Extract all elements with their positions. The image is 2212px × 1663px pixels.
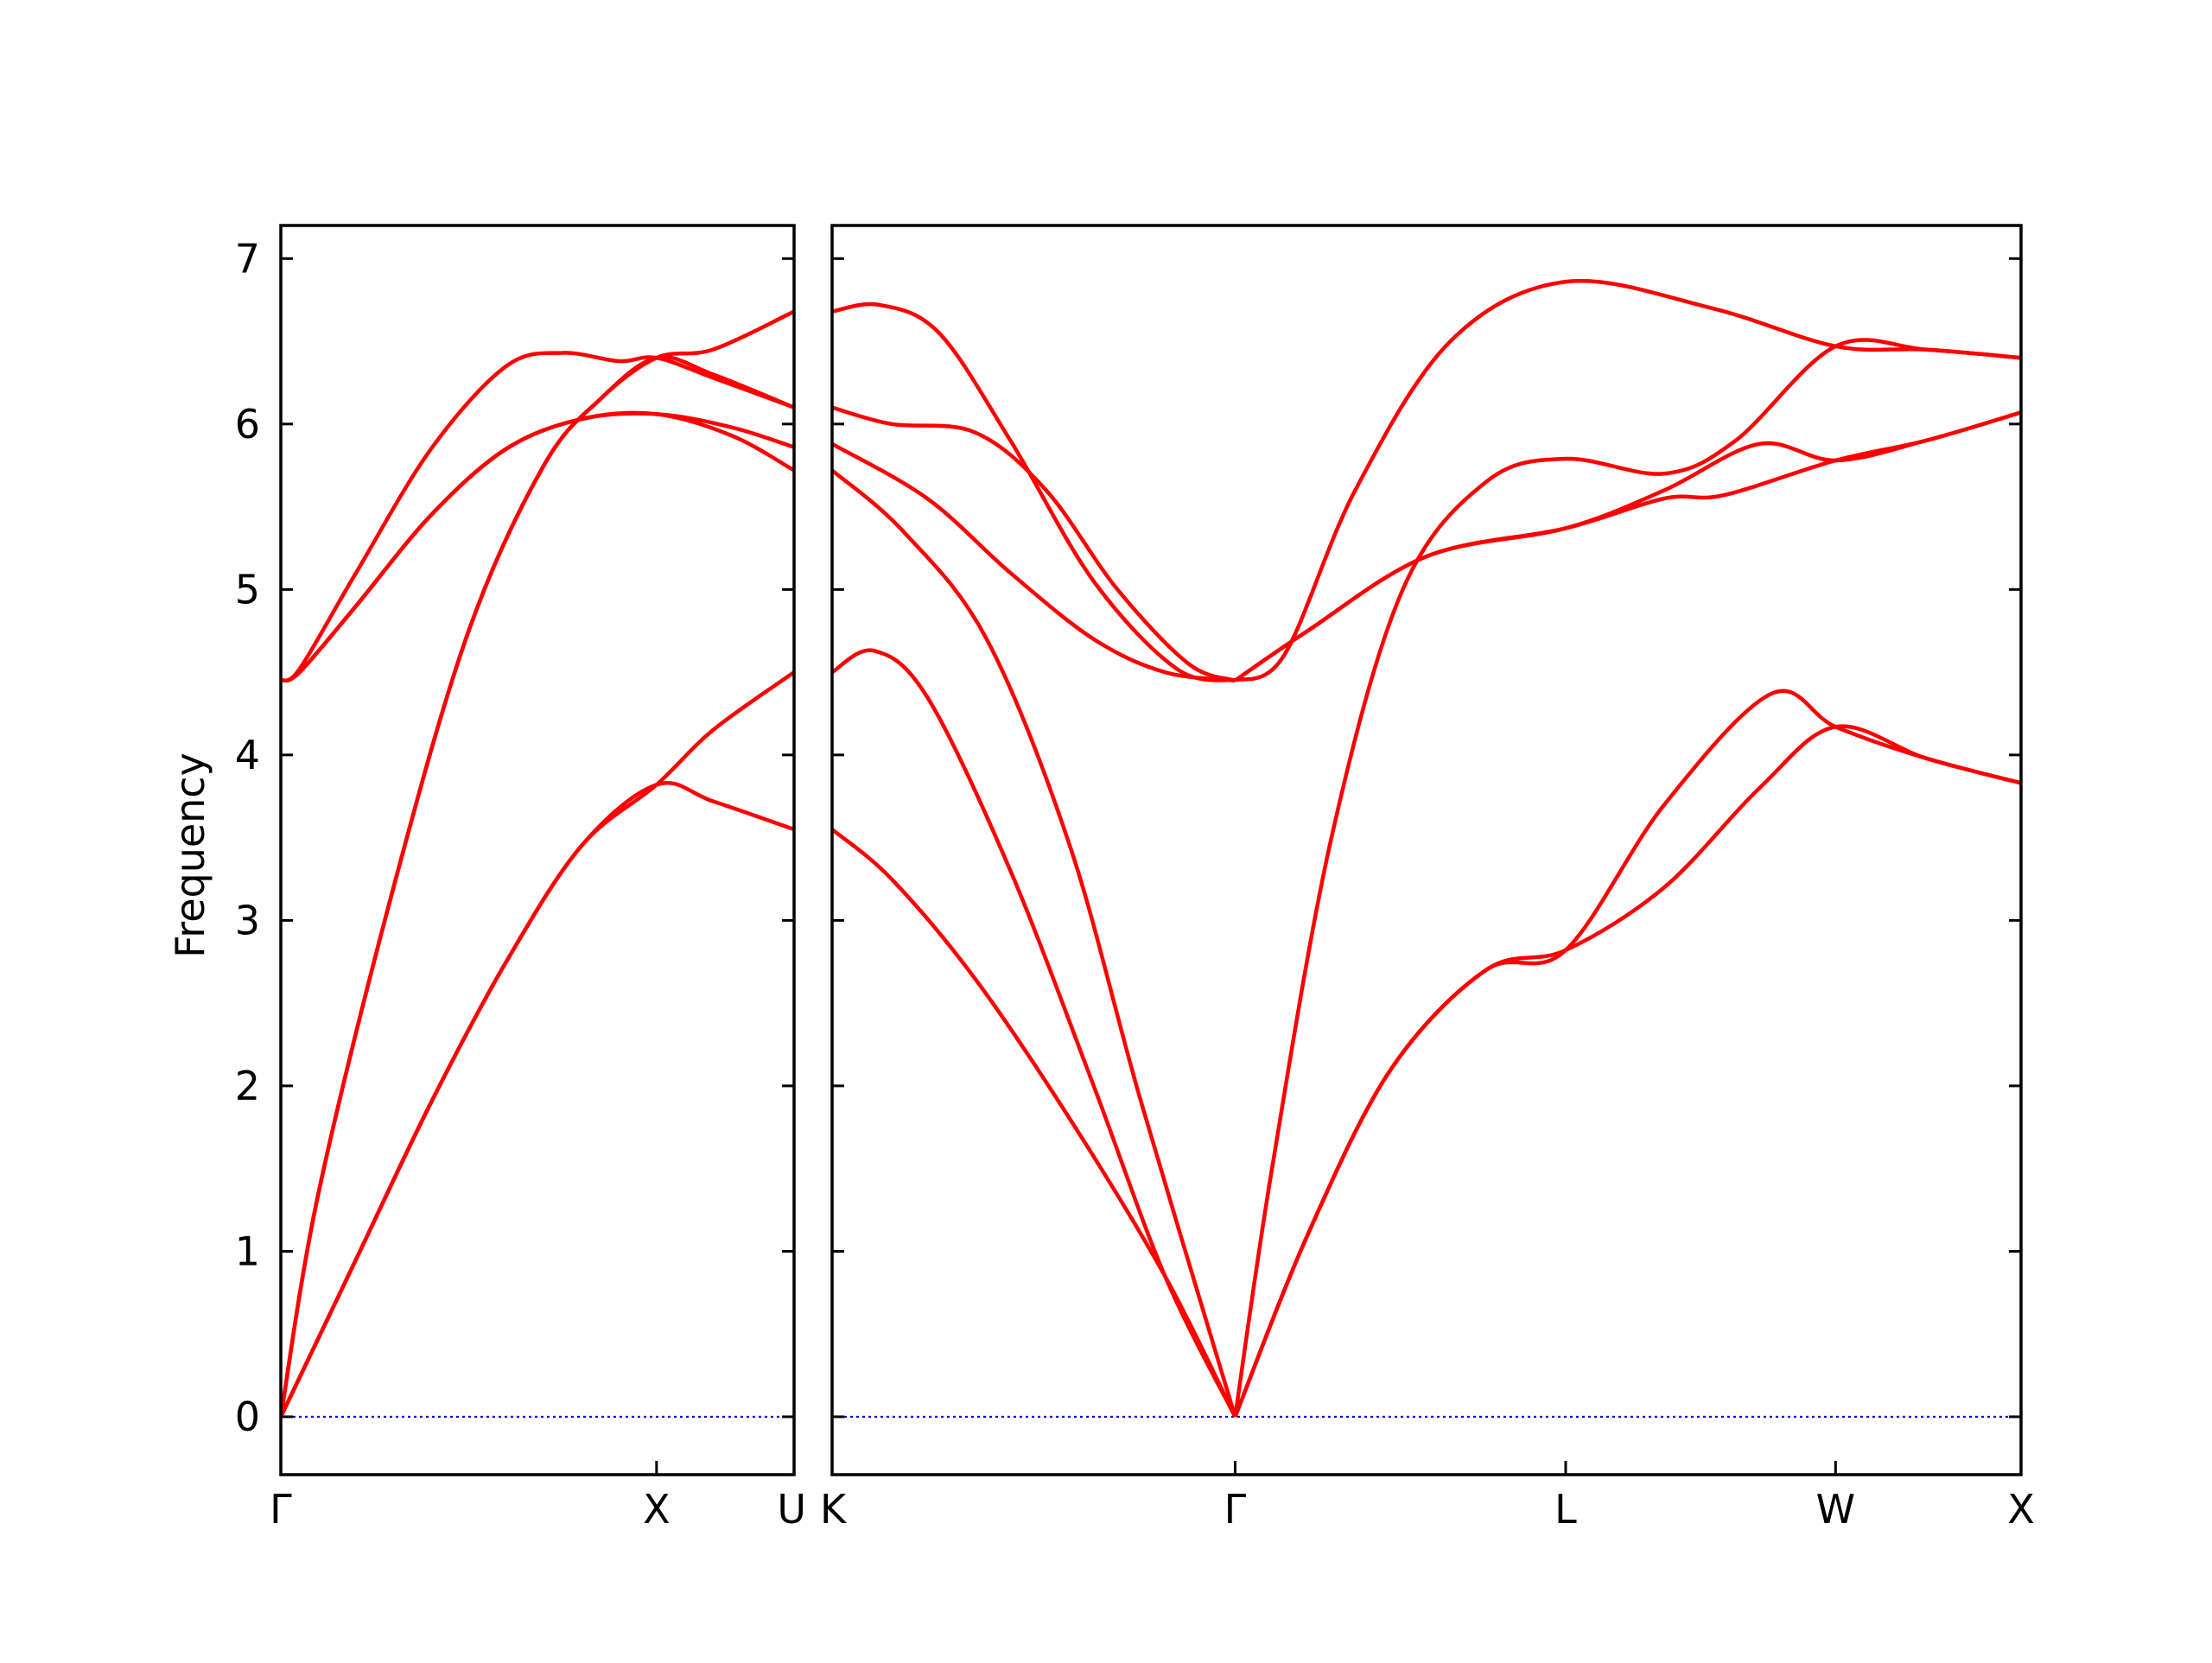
band-line-4 bbox=[281, 355, 794, 1418]
y-axis-label: Frequency bbox=[167, 752, 213, 958]
band-line-3 bbox=[832, 468, 1237, 1418]
y-tick-label: 1 bbox=[235, 1228, 260, 1274]
x-tick-label: L bbox=[1554, 1486, 1577, 1533]
band-line-1 bbox=[832, 828, 1237, 1418]
y-tick-label: 5 bbox=[235, 566, 260, 613]
panel-1: 0 1 2 3 4 5 6 7 Γ X U bbox=[235, 224, 806, 1533]
x-tick-label: X bbox=[2007, 1486, 2035, 1533]
x-tick-label: X bbox=[643, 1486, 671, 1533]
x-tick-label: Γ bbox=[1224, 1486, 1247, 1533]
y-tick-label: 0 bbox=[235, 1393, 260, 1440]
band-line-11 bbox=[1233, 724, 2021, 1418]
band-line-7 bbox=[1234, 410, 2021, 682]
y-tick-label: 6 bbox=[235, 401, 260, 447]
x-tick-label: W bbox=[1816, 1486, 1855, 1533]
y-tick-label: 4 bbox=[235, 732, 260, 778]
y-tick-label: 7 bbox=[235, 235, 260, 282]
panel-2-frame bbox=[830, 224, 2023, 1476]
band-line-12 bbox=[1233, 689, 2021, 1418]
band-line-9 bbox=[1233, 338, 2021, 1418]
band-line-2 bbox=[281, 670, 794, 1418]
band-line-2 bbox=[832, 648, 1237, 1418]
y-tick-label: 2 bbox=[235, 1063, 260, 1109]
band-line-4 bbox=[832, 441, 1236, 682]
band-line-10 bbox=[1234, 278, 2021, 682]
y-tick-label: 3 bbox=[235, 897, 260, 943]
x-tick-label: K bbox=[820, 1486, 848, 1533]
x-tick-label: U bbox=[777, 1486, 806, 1533]
band-line-7 bbox=[281, 351, 794, 683]
band-line-5 bbox=[281, 411, 794, 682]
band-line-6 bbox=[832, 301, 1236, 682]
band-line-8 bbox=[1234, 410, 2021, 682]
panel-1-frame bbox=[279, 224, 796, 1476]
x-tick-label: Γ bbox=[270, 1486, 292, 1533]
panel-1-curves bbox=[281, 309, 794, 1418]
band-line-1 bbox=[281, 781, 794, 1418]
band-line-5 bbox=[832, 405, 1236, 682]
panel-2-curves bbox=[832, 278, 2021, 1418]
band-line-6 bbox=[281, 410, 794, 682]
